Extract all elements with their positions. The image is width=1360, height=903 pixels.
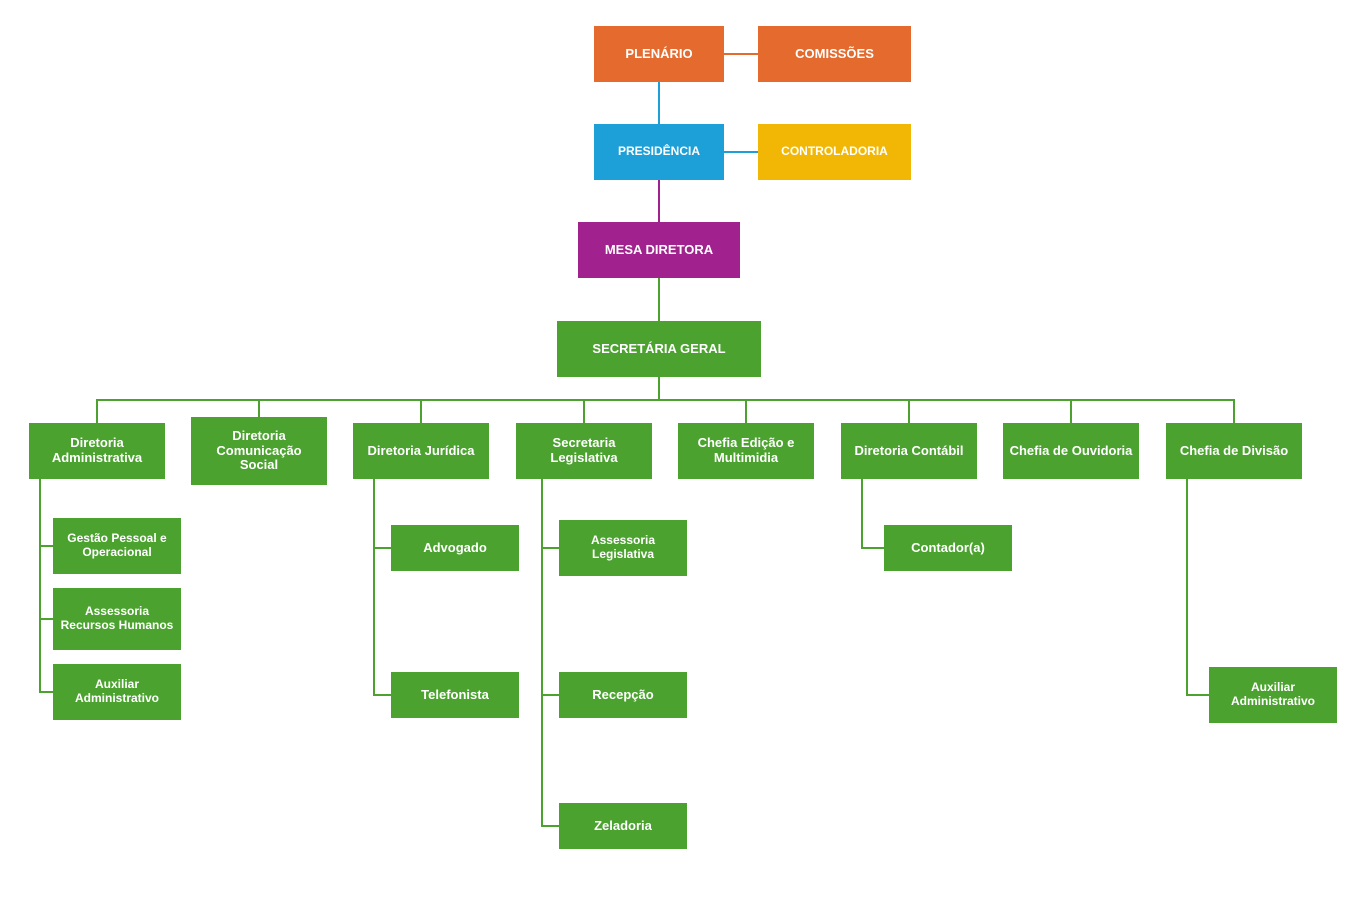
node-aux_admin2: Auxiliar Administrativo: [1209, 667, 1337, 723]
node-gestao: Gestão Pessoal e Operacional: [53, 518, 181, 574]
node-chefia_ouv: Chefia de Ouvidoria: [1003, 423, 1139, 479]
node-dir_admin: Diretoria Administrativa: [29, 423, 165, 479]
node-chefia_ed: Chefia Edição e Multimidia: [678, 423, 814, 479]
node-sec_geral: SECRETÁRIA GERAL: [557, 321, 761, 377]
node-comissoes: COMISSÕES: [758, 26, 911, 82]
node-recepcao: Recepção: [559, 672, 687, 718]
node-controladoria: CONTROLADORIA: [758, 124, 911, 180]
node-zeladoria: Zeladoria: [559, 803, 687, 849]
node-advogado: Advogado: [391, 525, 519, 571]
node-aux_admin1: Auxiliar Administrativo: [53, 664, 181, 720]
node-dir_com: Diretoria Comunicação Social: [191, 417, 327, 485]
node-telefonista: Telefonista: [391, 672, 519, 718]
node-sec_leg: Secretaria Legislativa: [516, 423, 652, 479]
node-dir_jur: Diretoria Jurídica: [353, 423, 489, 479]
node-contador: Contador(a): [884, 525, 1012, 571]
node-presidencia: PRESIDÊNCIA: [594, 124, 724, 180]
node-dir_cont: Diretoria Contábil: [841, 423, 977, 479]
node-chefia_div: Chefia de Divisão: [1166, 423, 1302, 479]
org-chart: PLENÁRIO COMISSÕES PRESIDÊNCIA CONTROLADORI…: [0, 0, 1360, 903]
node-ass_rh: Assessoria Recursos Humanos: [53, 588, 181, 650]
node-mesa: MESA DIRETORA: [578, 222, 740, 278]
node-ass_leg: Assessoria Legislativa: [559, 520, 687, 576]
node-plenario: PLENÁRIO: [594, 26, 724, 82]
